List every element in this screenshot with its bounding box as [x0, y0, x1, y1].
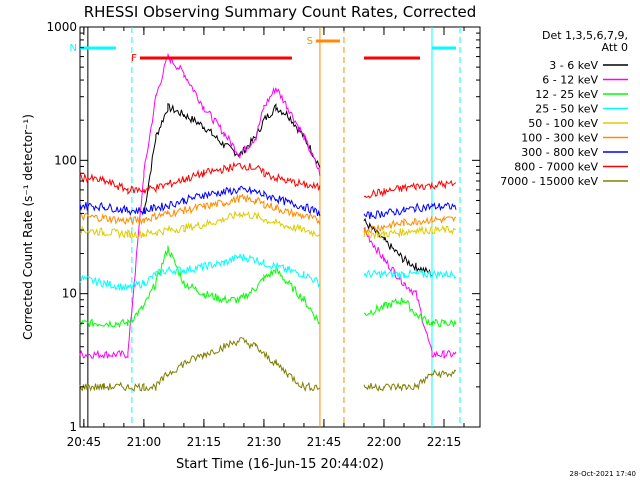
series-line-1	[79, 53, 321, 360]
legend-label-2: 12 - 25 keV	[535, 88, 598, 101]
series-4	[79, 211, 457, 240]
x-tick-label-6: 22:15	[427, 435, 462, 449]
legend: Det 1,3,5,6,7,9,Att 0 3 - 6 keV 6 - 12 keV…	[500, 29, 628, 188]
series-7	[79, 161, 457, 199]
flag-S-label: S	[307, 36, 313, 47]
series-line-3	[363, 268, 457, 280]
series-line-8	[363, 368, 457, 392]
legend-label-6: 300 - 800 keV	[521, 146, 598, 159]
legend-label-1: 6 - 12 keV	[542, 74, 598, 87]
series-line-8	[79, 337, 321, 393]
x-tick-label-4: 21:45	[307, 435, 342, 449]
series-line-7	[363, 179, 457, 199]
series-5	[79, 193, 457, 235]
series-line-3	[79, 253, 321, 291]
legend-label-0: 3 - 6 keV	[549, 59, 598, 72]
series-2	[79, 245, 457, 329]
axis-ticks: 20:45 21:00 21:15 21:30 21:45 22:00 22:15 1 10 10…	[46, 20, 480, 449]
plot-frame	[79, 26, 481, 428]
legend-label-5: 100 - 300 keV	[521, 132, 598, 145]
x-tick-label-1: 21:00	[127, 435, 162, 449]
legend-label-7: 800 - 7000 keV	[514, 161, 598, 174]
legend-label-3: 25 - 50 keV	[535, 103, 598, 116]
y-tick-label-0: 1	[69, 420, 77, 434]
series-line-5	[363, 215, 457, 235]
x-tick-label-5: 22:00	[367, 435, 402, 449]
series-line-5	[79, 193, 321, 226]
x-axis-label: Start Time (16-Jun-15 20:44:02)	[176, 457, 384, 472]
series-line-2	[363, 297, 457, 328]
y-tick-label-1: 10	[62, 287, 77, 301]
vertical-markers	[87, 27, 461, 427]
y-tick-label-3: 1000	[46, 20, 77, 34]
legend-header-1: Att 0	[602, 41, 628, 54]
flag-F-label: F	[131, 53, 137, 64]
series-line-0	[143, 103, 321, 214]
chart-title: RHESSI Observing Summary Count Rates, Co…	[84, 3, 477, 21]
series-line-6	[363, 202, 457, 220]
series-line-4	[363, 224, 457, 240]
legend-label-8: 7000 - 15000 keV	[500, 175, 598, 188]
y-tick-label-2: 100	[54, 153, 77, 167]
series-line-2	[79, 245, 321, 329]
x-tick-label-2: 21:15	[187, 435, 222, 449]
y-axis-label: Corrected Count Rate (s⁻¹ detector⁻¹)	[21, 114, 35, 340]
plot-border	[79, 26, 481, 428]
legend-label-4: 50 - 100 keV	[528, 117, 598, 130]
series-6	[79, 185, 457, 220]
series-line-1	[363, 227, 457, 359]
x-tick-label-0: 20:45	[67, 435, 102, 449]
flag-bars: F N S	[70, 36, 456, 64]
x-tick-label-3: 21:30	[247, 435, 282, 449]
flag-N-label: N	[70, 43, 77, 54]
series-line-7	[79, 161, 321, 195]
series-1	[79, 53, 457, 360]
legend-header-0: Det 1,3,5,6,7,9,	[542, 29, 628, 42]
series-line-6	[79, 185, 321, 217]
series-8	[79, 337, 457, 393]
series-3	[79, 253, 457, 291]
series-line-4	[79, 211, 321, 239]
series-lines	[79, 53, 457, 393]
footer-date: 28-Oct-2021 17:40	[570, 470, 636, 478]
